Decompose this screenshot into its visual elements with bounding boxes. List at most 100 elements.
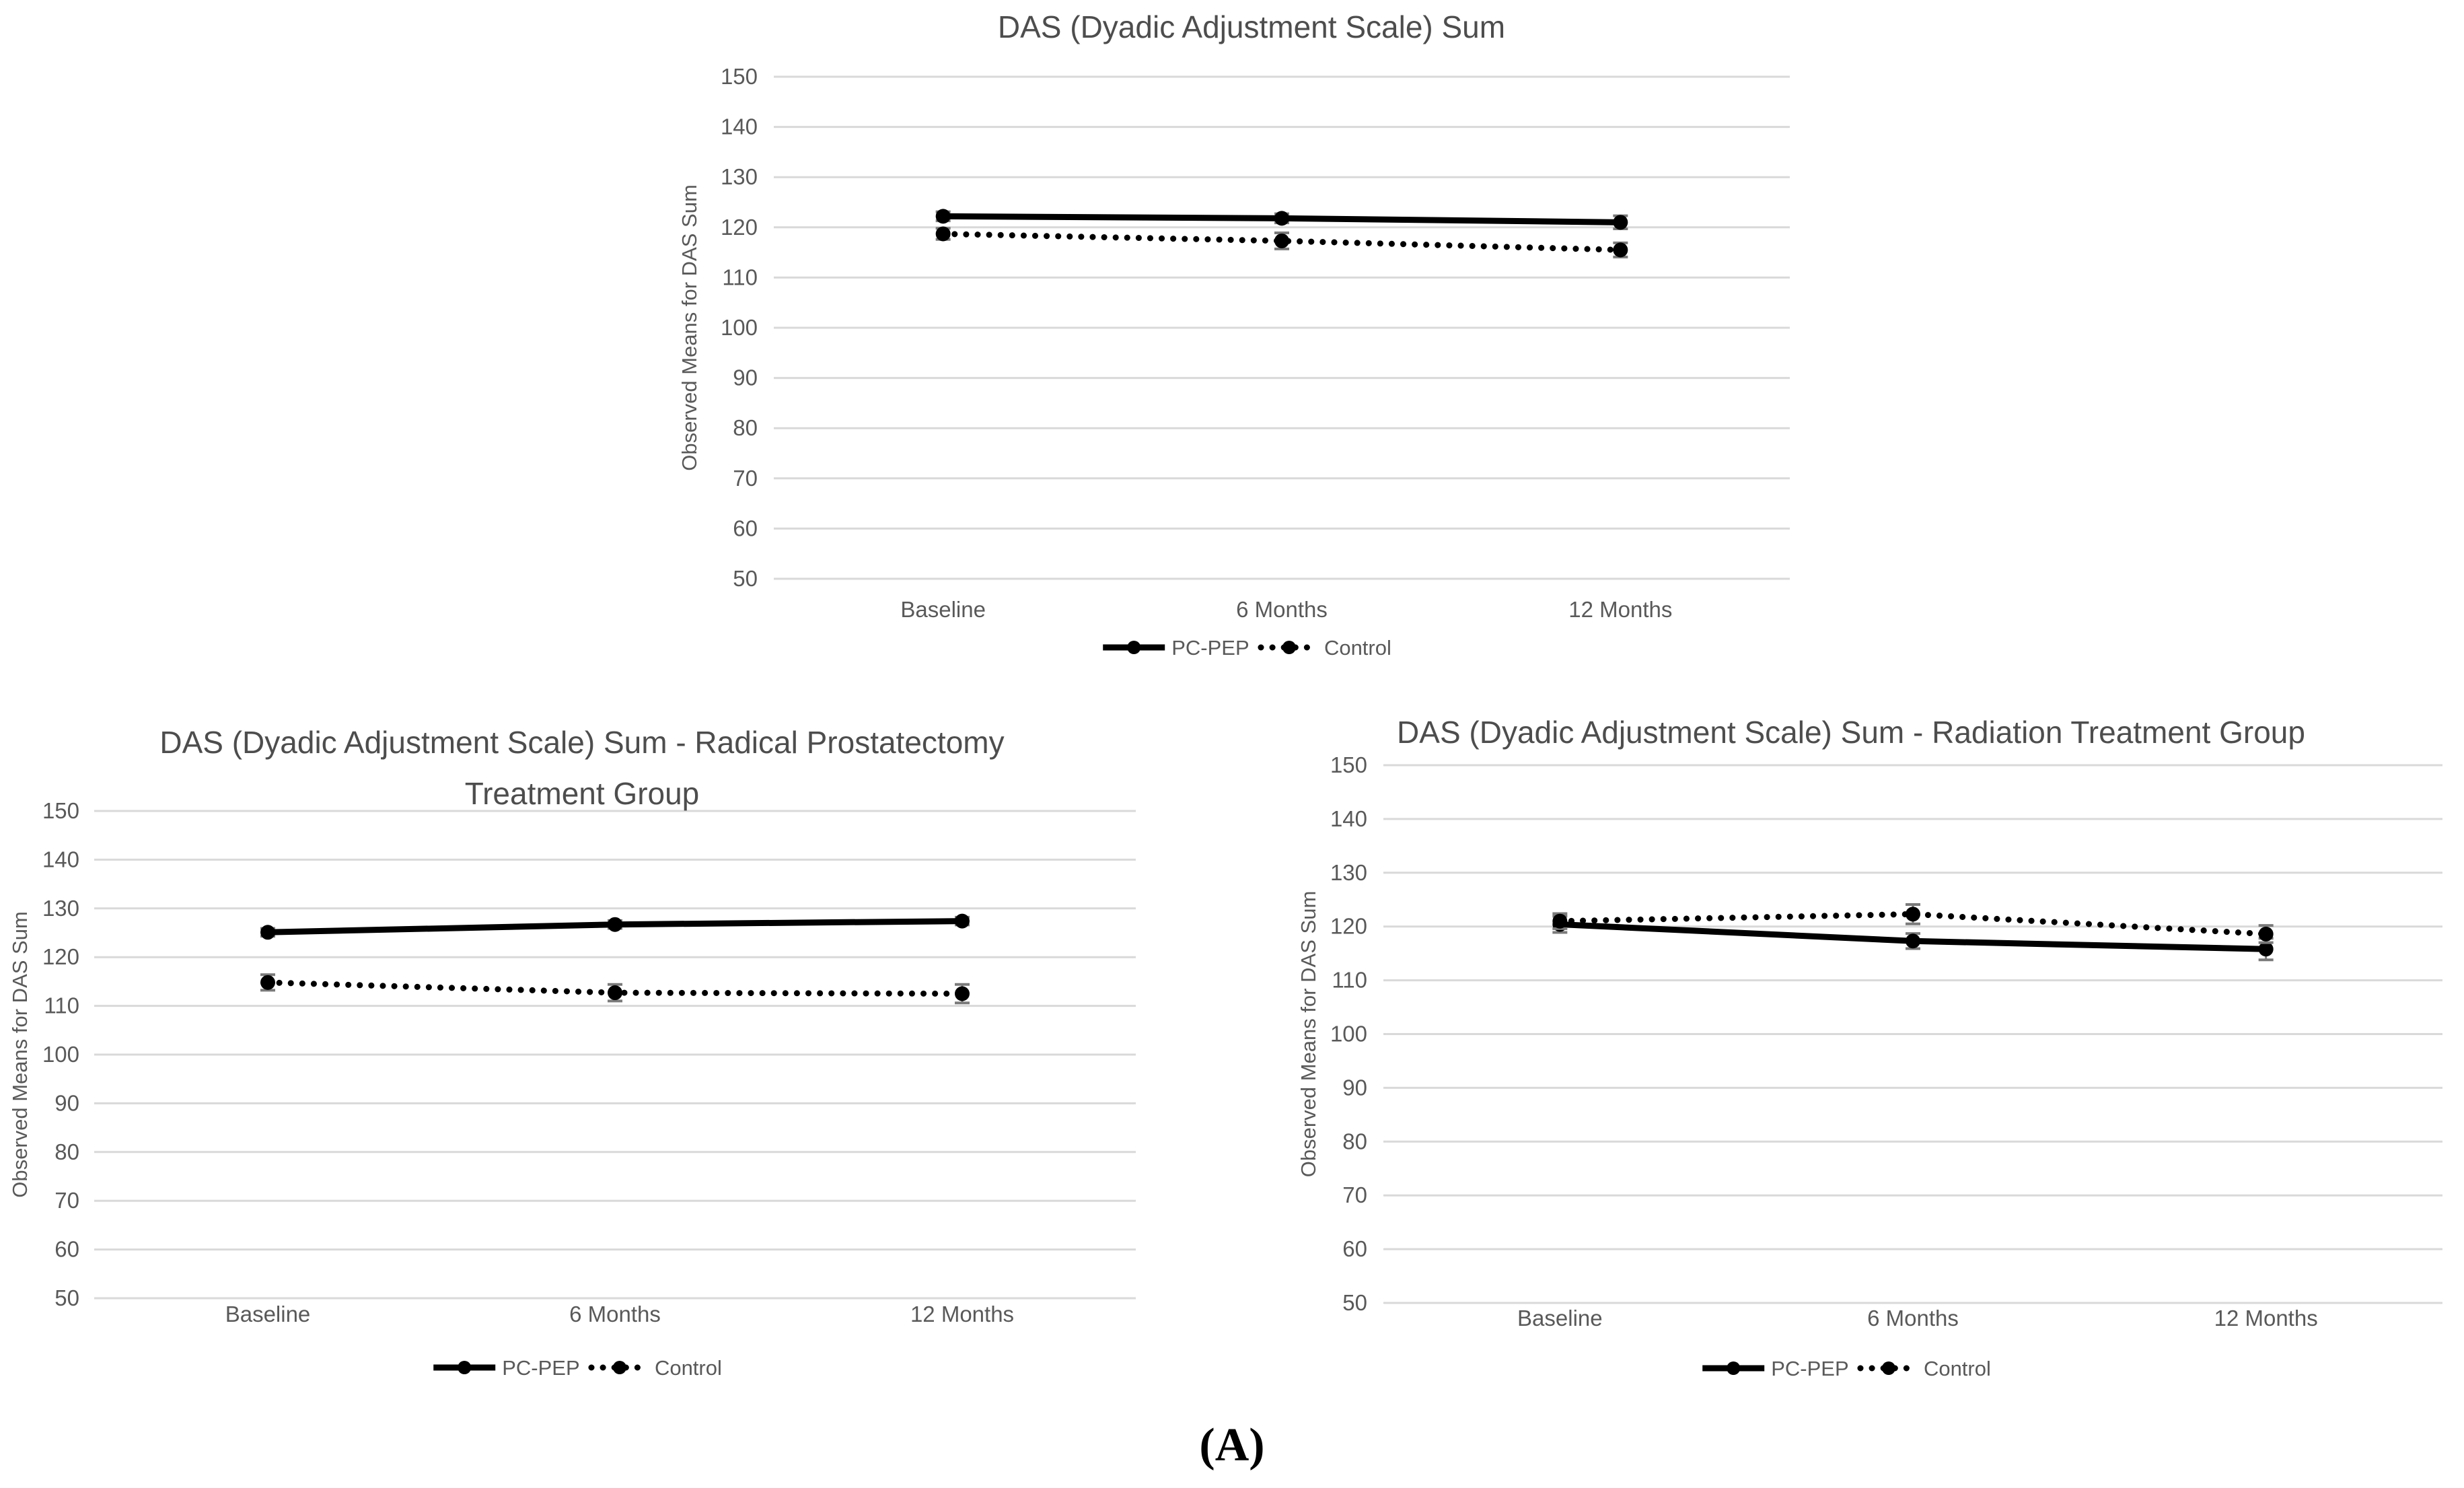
legend-label: PC-PEP <box>1771 1357 1848 1380</box>
x-tick-label: Baseline <box>900 597 986 622</box>
legend-item-control: Control <box>1258 636 1391 660</box>
data-point-marker <box>1274 211 1289 226</box>
x-tick-label: 6 Months <box>569 1302 661 1326</box>
y-tick-label: 140 <box>1330 806 1367 831</box>
x-tick-label: 12 Months <box>1568 597 1672 622</box>
chart-das-sum-radiation: 150 140 130 120 110 100 90 80 70 60 50 Observed Mea… <box>1238 693 2464 1396</box>
y-tick-label: 130 <box>1330 860 1367 885</box>
x-tick-label: 6 Months <box>1867 1306 1959 1331</box>
y-tick-label: 100 <box>42 1042 79 1067</box>
y-tick-label: 110 <box>1332 968 1367 993</box>
data-point-marker <box>260 925 275 940</box>
legend-label: PC-PEP <box>1171 636 1249 660</box>
data-point-marker <box>1906 907 1920 922</box>
x-tick-label: Baseline <box>1517 1306 1603 1331</box>
series-control <box>935 226 1628 258</box>
data-point-marker <box>1613 215 1628 230</box>
chart-title: DAS (Dyadic Adjustment Scale) Sum - Radi… <box>1397 715 2305 750</box>
y-tick-label: 50 <box>733 566 758 591</box>
y-tick-label: 150 <box>721 64 758 89</box>
data-point-marker <box>608 985 622 1001</box>
x-tick-label: 12 Months <box>910 1302 1014 1326</box>
legend-item-control: Control <box>588 1356 722 1380</box>
data-point-marker <box>1613 242 1628 258</box>
legend: PC-PEP Control <box>1103 636 1391 660</box>
y-tick-label: 60 <box>55 1237 79 1262</box>
chart-title-line: DAS (Dyadic Adjustment Scale) Sum - Radi… <box>1397 715 2305 750</box>
y-tick-label: 90 <box>55 1090 79 1115</box>
y-tick-label: 50 <box>55 1285 79 1310</box>
data-point-marker <box>935 209 951 224</box>
y-tick-label: 150 <box>42 798 79 823</box>
series-pc-pep <box>935 209 1628 231</box>
data-point-marker <box>1552 913 1568 929</box>
y-axis-ticks: 150 140 130 120 110 100 90 80 70 60 50 <box>721 64 758 591</box>
series-line <box>940 230 1624 253</box>
y-axis-label: Observed Means for DAS Sum <box>8 911 32 1198</box>
y-tick-label: 110 <box>44 993 79 1018</box>
y-tick-label: 120 <box>721 215 758 240</box>
y-tick-label: 60 <box>733 516 758 540</box>
y-axis-label: Observed Means for DAS Sum <box>678 184 701 471</box>
y-tick-label: 70 <box>55 1188 79 1213</box>
data-point-marker <box>955 986 970 1001</box>
y-tick-label: 140 <box>721 114 758 139</box>
legend-sample-marker <box>1282 641 1296 654</box>
chart-das-sum-radiation-svg: 150 140 130 120 110 100 90 80 70 60 50 Observed Mea… <box>1297 715 2442 1380</box>
y-axis-ticks: 150 140 130 120 110 100 90 80 70 60 50 <box>1330 752 1367 1315</box>
y-axis-label: Observed Means for DAS Sum <box>1297 891 1320 1178</box>
chart-das-sum-overall: 150 140 130 120 110 100 90 80 70 60 50 Observed Mea… <box>666 0 1837 686</box>
legend-item-pc-pep: PC-PEP <box>1702 1357 1849 1380</box>
y-tick-label: 100 <box>1330 1022 1367 1047</box>
legend-sample-marker <box>1881 1361 1895 1375</box>
series-pc-pep <box>260 913 970 940</box>
legend-label: Control <box>1324 636 1391 660</box>
y-tick-label: 120 <box>42 944 79 969</box>
y-tick-label: 70 <box>733 466 758 491</box>
data-point-marker <box>2258 942 2274 957</box>
chart-title-line: Treatment Group <box>465 776 700 811</box>
y-tick-label: 80 <box>733 415 758 440</box>
x-axis-ticks: Baseline 6 Months 12 Months <box>225 1302 1014 1326</box>
y-tick-label: 50 <box>1342 1290 1367 1315</box>
data-point-marker <box>1274 233 1289 248</box>
gridlines <box>774 75 1790 580</box>
chart-title: DAS (Dyadic Adjustment Scale) Sum <box>998 9 1505 44</box>
x-axis-ticks: Baseline 6 Months 12 Months <box>1517 1306 2318 1331</box>
legend: PC-PEP Control <box>1702 1357 1991 1380</box>
data-point-marker <box>2258 926 2274 942</box>
gridlines <box>1383 764 2442 1304</box>
legend-label: Control <box>1924 1357 1991 1380</box>
y-tick-label: 120 <box>1330 914 1367 939</box>
y-tick-label: 130 <box>721 164 758 189</box>
y-tick-label: 100 <box>721 315 758 340</box>
series-control <box>260 973 970 1005</box>
chart-title-line: DAS (Dyadic Adjustment Scale) Sum - Radi… <box>159 725 1004 760</box>
y-tick-label: 150 <box>1330 752 1367 777</box>
legend: PC-PEP Control <box>433 1356 722 1380</box>
y-tick-label: 140 <box>42 847 79 872</box>
data-point-marker <box>608 917 622 932</box>
data-point-marker <box>955 913 970 929</box>
y-tick-label: 90 <box>1342 1075 1367 1100</box>
x-axis-ticks: Baseline 6 Months 12 Months <box>900 597 1672 622</box>
x-tick-label: 6 Months <box>1236 597 1328 622</box>
y-tick-label: 70 <box>1342 1182 1367 1207</box>
series-line <box>1556 911 2270 937</box>
chart-das-sum-radical-prostatectomy-svg: 150 140 130 120 110 100 90 80 70 60 50 Observed Mea… <box>8 725 1136 1380</box>
legend-sample-marker <box>1127 641 1141 654</box>
y-tick-label: 80 <box>1342 1129 1367 1154</box>
legend-label: PC-PEP <box>502 1356 579 1380</box>
legend-sample-marker <box>1727 1361 1741 1375</box>
legend-item-pc-pep: PC-PEP <box>433 1356 580 1380</box>
y-tick-label: 60 <box>1342 1236 1367 1261</box>
gridlines <box>94 810 1136 1300</box>
y-tick-label: 80 <box>55 1139 79 1164</box>
legend-sample-marker <box>458 1361 472 1374</box>
legend-item-control: Control <box>1857 1357 1991 1380</box>
data-point-marker <box>1906 933 1920 949</box>
legend-label: Control <box>655 1356 722 1380</box>
chart-title-line: DAS (Dyadic Adjustment Scale) Sum <box>998 9 1505 44</box>
chart-das-sum-overall-svg: 150 140 130 120 110 100 90 80 70 60 50 Observed Mea… <box>678 9 1790 660</box>
